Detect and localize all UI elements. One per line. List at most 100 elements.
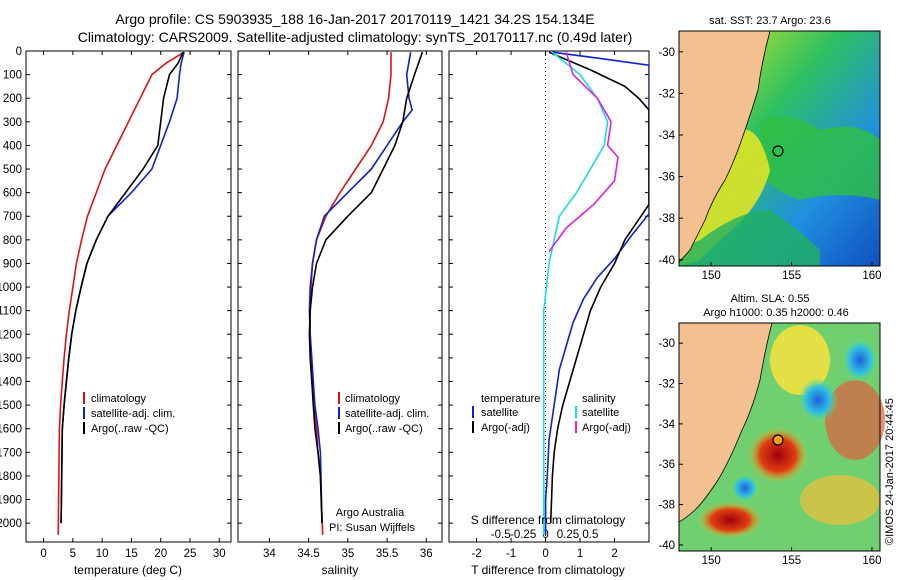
salinity-x-axis: 34 34.5 35 35.5 36	[263, 51, 433, 560]
difference-lines	[542, 51, 649, 535]
temperature-x-axis: 0 5 10 15 20 25 30	[40, 51, 226, 560]
credit-argo-australia: Argo Australia	[336, 507, 405, 519]
map-x-tick-label: 150	[702, 270, 721, 282]
difference-legend: temperature satellite Argo(-adj) salinit…	[472, 393, 631, 434]
y-tick-label: 1800	[0, 471, 22, 483]
sla-map-axes: 150 155 160 -30 -32 -34 -36 -38 -40	[658, 338, 881, 567]
x-tick-label: 0	[40, 548, 46, 560]
salinity-legend: climatology satellite-adj. clim. Argo(..…	[338, 392, 429, 435]
series-line-blue	[308, 52, 414, 524]
land-australia	[678, 322, 773, 523]
salinity-lines	[308, 51, 424, 535]
depth-axis: 0 100 200 300 400 500 600 700 800 900 1000 1100 1200…	[0, 46, 649, 530]
legend-climatology: climatology	[91, 393, 147, 405]
sla-high-east	[825, 380, 885, 460]
y-tick-label: 200	[3, 93, 22, 105]
map-y-tick-label: -40	[658, 540, 675, 552]
legend-title-salinity: salinity	[582, 393, 616, 405]
y-tick-label: 1500	[0, 400, 22, 412]
x-tick-label: 25	[184, 548, 197, 560]
legend-satellite-adj: satellite-adj. clim.	[345, 408, 429, 420]
y-tick-label: 0	[16, 46, 22, 58]
y-tick-label: 1300	[0, 353, 22, 365]
map-y-tick-label: -38	[658, 213, 675, 225]
sla-map	[678, 322, 885, 552]
argo-position-marker	[772, 434, 784, 446]
sst-map-frame	[678, 30, 881, 267]
argo-position-marker	[772, 145, 784, 157]
map-x-tick-label: 160	[862, 270, 881, 282]
temperature-lines	[57, 51, 185, 535]
map-y-tick-label: -30	[658, 338, 675, 350]
s-tick-label: 0.5	[582, 529, 598, 541]
x-tick-label: 34.5	[297, 548, 319, 560]
y-tick-label: 1200	[0, 329, 22, 341]
y-tick-label: 1000	[0, 282, 22, 294]
y-tick-label: 500	[3, 164, 22, 176]
map-y-tick-label: -30	[658, 47, 675, 59]
y-tick-label: 1100	[0, 306, 22, 318]
map-x-tick-label: 160	[862, 555, 881, 567]
map-y-tick-label: -36	[658, 172, 675, 184]
series-line-black	[548, 51, 649, 524]
legend-t-argo: Argo(-adj)	[481, 422, 530, 434]
difference-panel-frame	[448, 50, 650, 543]
temperature-xlabel: temperature (deg C)	[74, 563, 182, 577]
x-tick-label: 20	[154, 548, 167, 560]
title-line-2: Climatology: CARS2009. Satellite-adjuste…	[78, 29, 633, 45]
sst-map-title: sat. SST: 23.7 Argo: 23.6	[709, 15, 831, 27]
map-y-tick-label: -32	[658, 379, 675, 391]
sst-map-axes: 150 155 160 -30 -32 -34 -36 -38 -40	[658, 47, 881, 282]
y-tick-label: 1900	[0, 495, 22, 507]
map-y-tick-label: -34	[658, 419, 675, 431]
series-line-cyan	[542, 51, 609, 535]
map-y-tick-label: -34	[658, 130, 675, 142]
map-y-tick-label: -36	[658, 459, 675, 471]
x-tick-label: 34	[263, 548, 276, 560]
series-line-red	[309, 52, 392, 535]
x-tick-label: 30	[213, 548, 226, 560]
legend-title-temperature: temperature	[481, 393, 540, 405]
legend-climatology: climatology	[345, 393, 401, 405]
x-tick-label: -2	[471, 548, 481, 560]
map-y-tick-label: -38	[658, 500, 675, 512]
series-line-red	[57, 51, 185, 535]
legend-s-argo: Argo(-adj)	[582, 422, 631, 434]
x-tick-label: 36	[420, 548, 433, 560]
y-tick-label: 700	[3, 211, 22, 223]
series-line-black	[60, 51, 184, 524]
legend-s-satellite: satellite	[582, 407, 619, 419]
y-tick-label: 1700	[0, 447, 22, 459]
footer-timestamp: ©IMOS 24-Jan-2017 20:44:45	[884, 398, 896, 545]
s-difference-xlabel: S difference from climatology	[471, 513, 626, 527]
series-line-magenta	[548, 51, 619, 253]
map-x-tick-label: 155	[782, 270, 801, 282]
x-tick-label: 1	[577, 548, 583, 560]
sla-cold-eddy-3	[842, 338, 878, 382]
title-line-1: Argo profile: CS 5903935_188 16-Jan-2017…	[115, 11, 594, 27]
map-y-tick-label: -40	[658, 255, 675, 267]
y-tick-label: 800	[3, 235, 22, 247]
y-tick-label: 1400	[0, 376, 22, 388]
map-x-tick-label: 155	[782, 555, 801, 567]
y-tick-label: 300	[3, 117, 22, 129]
y-tick-label: 400	[3, 140, 22, 152]
sla-warm-eddy-south	[698, 502, 762, 538]
x-tick-label: 35	[341, 548, 354, 560]
t-difference-x-axis: -2 -1 0 1 2	[471, 51, 618, 560]
salinity-panel-frame	[237, 50, 443, 543]
x-tick-label: 35.5	[376, 548, 398, 560]
series-line-black	[308, 51, 424, 524]
temperature-legend: climatology satellite-adj. clim. Argo(..…	[83, 392, 175, 435]
y-tick-label: 100	[3, 70, 22, 82]
s-tick-label: -0.5	[491, 529, 511, 541]
y-tick-label: 900	[3, 258, 22, 270]
sla-map-frame	[678, 322, 881, 552]
map-x-tick-label: 150	[702, 555, 721, 567]
credit-pi: PI: Susan Wijffels	[329, 522, 415, 534]
x-tick-label: 10	[96, 548, 109, 560]
land-australia	[678, 30, 771, 263]
sla-map-title-2: Argo h1000: 0.35 h2000: 0.46	[703, 307, 849, 319]
sst-south-patch	[679, 210, 820, 266]
